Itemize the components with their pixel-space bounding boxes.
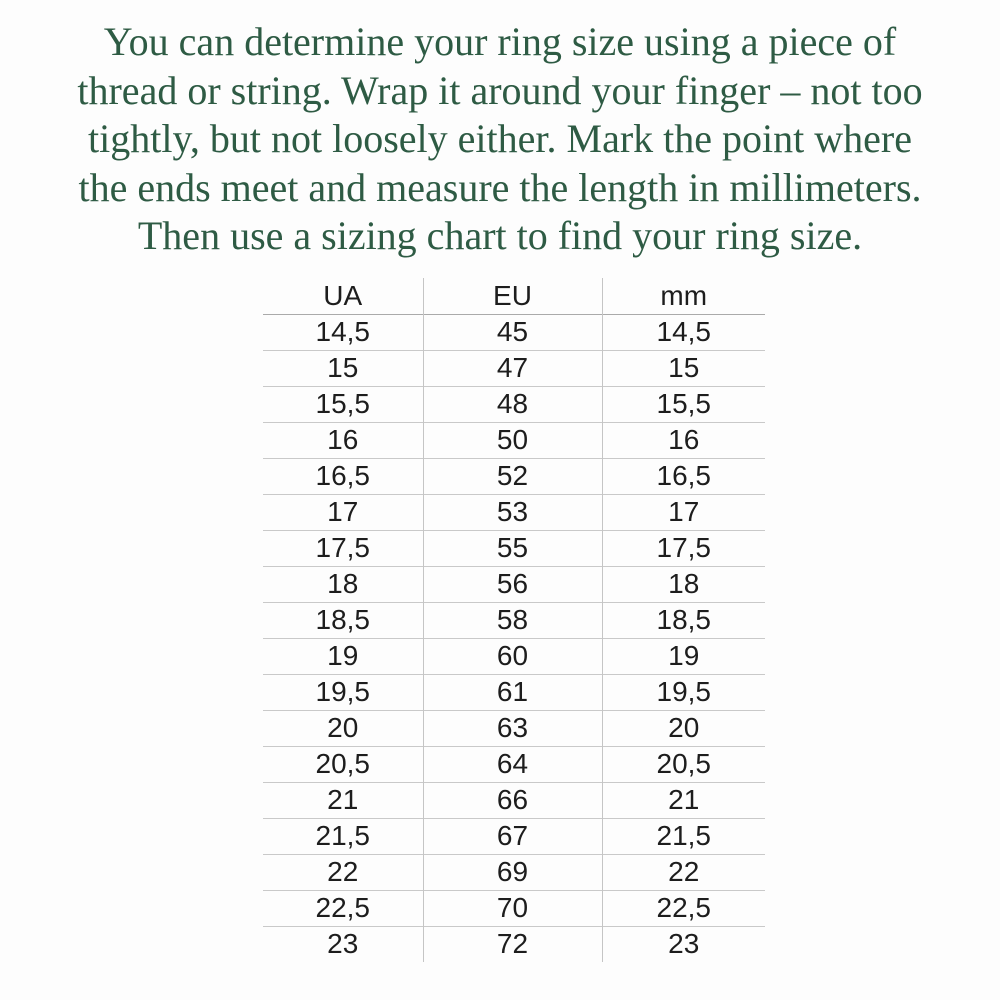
table-cell: 18,5 [656, 604, 712, 635]
table-cell: 16 [263, 422, 424, 458]
table-cell: 15 [263, 350, 424, 386]
size-chart-header: UA EU mm [263, 278, 765, 314]
table-row: 15,5 48 15,5 [263, 386, 765, 422]
table-cell: 60 [423, 638, 603, 674]
table-row: 19,5 61 19,5 [263, 674, 765, 710]
ring-size-chart: UA EU mm 14,5 45 14,5 15 47 15 15,5 48 15,5 16 50 1… [263, 278, 765, 962]
table-cell: 23 [263, 926, 424, 962]
table-cell: 18 [668, 568, 700, 599]
table-cell: 21 [263, 782, 424, 818]
table-row: 20 63 20 [263, 710, 765, 746]
table-cell: 16,5 [263, 458, 424, 494]
table-cell: 18,5 [263, 602, 424, 638]
column-header-ua: UA [263, 278, 424, 314]
table-row: 16,5 52 16,5 [263, 458, 765, 494]
table-row: 21 66 21 [263, 782, 765, 818]
table-cell: 19,5 [263, 674, 424, 710]
table-cell: 21 [668, 784, 700, 815]
table-cell: 15 [668, 352, 700, 383]
table-cell: 16,5 [656, 460, 712, 491]
table-cell: 19 [668, 640, 700, 671]
table-cell: 22,5 [263, 890, 424, 926]
table-row: 15 47 15 [263, 350, 765, 386]
column-header-mm: mm [660, 279, 708, 311]
table-cell: 14,5 [263, 314, 424, 350]
table-row: 17 53 17 [263, 494, 765, 530]
instructions-line: the ends meet and measure the length in … [78, 164, 922, 210]
table-row: 16 50 16 [263, 422, 765, 458]
table-cell: 48 [423, 386, 603, 422]
table-cell: 17,5 [263, 530, 424, 566]
table-cell: 64 [423, 746, 603, 782]
table-cell: 17,5 [656, 532, 712, 563]
table-cell: 70 [423, 890, 603, 926]
table-cell: 50 [423, 422, 603, 458]
table-row: 20,5 64 20,5 [263, 746, 765, 782]
instructions-line: thread or string. Wrap it around your fi… [77, 67, 923, 113]
table-row: 18 56 18 [263, 566, 765, 602]
table-cell: 18 [263, 566, 424, 602]
table-cell: 20 [263, 710, 424, 746]
table-cell: 19 [263, 638, 424, 674]
table-cell: 20,5 [656, 748, 712, 779]
table-cell: 58 [423, 602, 603, 638]
table-cell: 56 [423, 566, 603, 602]
table-cell: 23 [668, 928, 700, 960]
table-cell: 55 [423, 530, 603, 566]
table-row: 19 60 19 [263, 638, 765, 674]
table-cell: 21,5 [263, 818, 424, 854]
table-row: 22 69 22 [263, 854, 765, 890]
table-cell: 63 [423, 710, 603, 746]
table-cell: 21,5 [656, 820, 712, 851]
table-cell: 17 [668, 496, 700, 527]
table-cell: 17 [263, 494, 424, 530]
table-cell: 47 [423, 350, 603, 386]
table-cell: 22 [668, 856, 700, 887]
table-cell: 14,5 [656, 316, 712, 347]
table-cell: 15,5 [263, 386, 424, 422]
table-cell: 69 [423, 854, 603, 890]
table-row: 14,5 45 14,5 [263, 314, 765, 350]
table-cell: 72 [423, 926, 603, 962]
table-row: 18,5 58 18,5 [263, 602, 765, 638]
table-cell: 61 [423, 674, 603, 710]
table-row: 21,5 67 21,5 [263, 818, 765, 854]
column-header-eu: EU [423, 278, 603, 314]
instructions-line: Then use a sizing chart to find your rin… [137, 213, 863, 258]
table-cell: 16 [668, 424, 700, 455]
table-cell: 19,5 [656, 676, 712, 707]
table-cell: 22,5 [656, 892, 712, 923]
ring-size-instructions: You can determine your ring size using a… [0, 18, 1000, 261]
instructions-line: You can determine your ring size using a… [103, 19, 897, 64]
size-chart-body: 14,5 45 14,5 15 47 15 15,5 48 15,5 16 50 16 16,5 52 16… [263, 314, 765, 962]
table-cell: 53 [423, 494, 603, 530]
instructions-line: tightly, but not loosely either. Mark th… [88, 116, 912, 161]
table-cell: 22 [263, 854, 424, 890]
table-cell: 20 [668, 712, 700, 743]
table-cell: 15,5 [656, 388, 712, 419]
table-row: 17,5 55 17,5 [263, 530, 765, 566]
table-cell: 67 [423, 818, 603, 854]
table-row: 22,5 70 22,5 [263, 890, 765, 926]
table-cell: 20,5 [263, 746, 424, 782]
header-row: UA EU mm [263, 278, 765, 314]
table-cell: 66 [423, 782, 603, 818]
table-row: 23 72 23 [263, 926, 765, 962]
table-cell: 45 [423, 314, 603, 350]
table-cell: 52 [423, 458, 603, 494]
